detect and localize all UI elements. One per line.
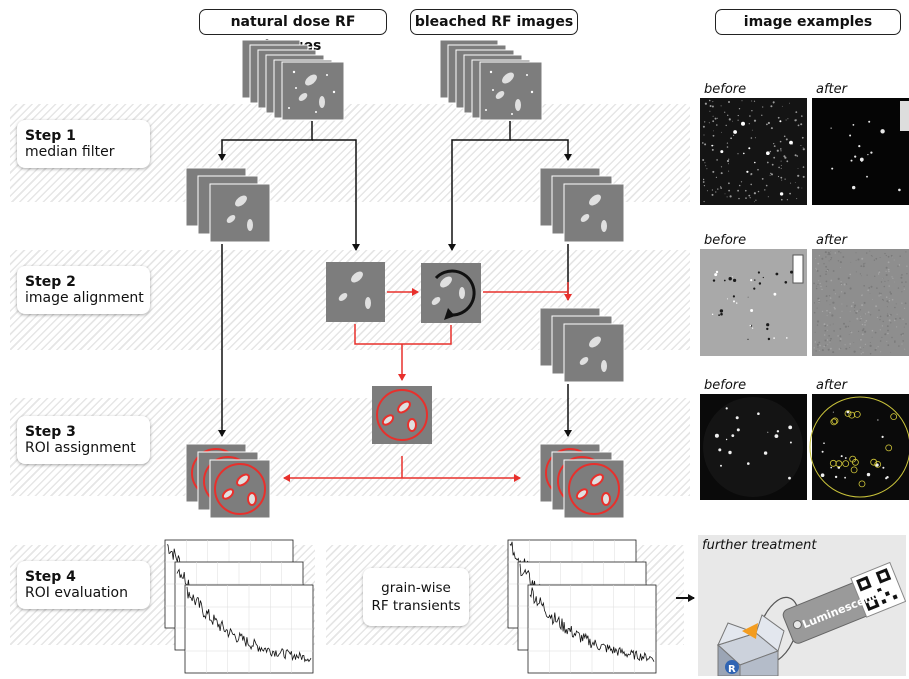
- example1-before-image: [700, 98, 807, 205]
- bleached-filtered-stack: [539, 167, 625, 243]
- step3-label: Step 3 ROI assignment: [17, 416, 150, 464]
- transient-curve: [186, 586, 312, 663]
- step4-number: Step 4: [25, 569, 76, 585]
- example1-grains: [830, 120, 901, 192]
- natural-roi-stack: [185, 443, 271, 519]
- example2-before-label: before: [704, 233, 747, 248]
- natural-transient-plots: [164, 539, 314, 674]
- step1-label: Step 1 median filter: [17, 120, 150, 168]
- step3-name: ROI assignment: [25, 440, 136, 456]
- further-treatment-title: further treatment: [702, 538, 817, 553]
- step2-label: Step 2 image alignment: [17, 266, 150, 314]
- step4-label: Step 4 ROI evaluation: [17, 561, 150, 609]
- step1-name: median filter: [25, 144, 115, 160]
- example1-after-image: [812, 98, 909, 205]
- step1-number: Step 1: [25, 128, 76, 144]
- example3-grains-before: [714, 407, 793, 480]
- example1-after-label: after: [816, 82, 847, 97]
- step2-number: Step 2: [25, 274, 76, 290]
- step2-name: image alignment: [25, 290, 144, 306]
- example1-noise: [702, 99, 805, 203]
- header-bleached: bleached RF images: [410, 9, 578, 35]
- example2-after-image: [812, 249, 909, 356]
- bleached-raw-stack: [439, 39, 543, 121]
- r-logo-text: R: [728, 664, 736, 675]
- example3-after-label: after: [816, 378, 847, 393]
- example2-after-texture: [813, 250, 908, 355]
- example3-before-label: before: [704, 378, 747, 393]
- example3-grains-after: [820, 410, 898, 488]
- roi-template-image: [372, 386, 432, 444]
- grain-wise-label: grain-wise RF transients: [363, 568, 469, 626]
- grain-wise-line2: RF transients: [371, 598, 461, 614]
- reference-image: [326, 262, 385, 322]
- example2-grains: [711, 270, 793, 341]
- example1-before-label: before: [704, 82, 747, 97]
- further-treatment-panel: further treatment Luminescence: [698, 535, 906, 676]
- further-treatment-graphic: Luminescence R: [717, 561, 906, 676]
- step3-number: Step 3: [25, 424, 76, 440]
- header-image-examples: image examples: [715, 9, 901, 35]
- natural-raw-stack: [241, 39, 345, 121]
- step4-name: ROI evaluation: [25, 585, 128, 601]
- example3-after-image: [812, 394, 909, 500]
- bleached-transient-plots: [507, 539, 657, 674]
- bleached-roi-stack: [539, 443, 625, 519]
- example2-before-image: [700, 249, 807, 356]
- example2-after-label: after: [816, 233, 847, 248]
- rotation-image: [421, 263, 481, 323]
- natural-filtered-stack: [185, 167, 271, 243]
- bleached-aligned-stack: [539, 307, 625, 383]
- transient-curve: [529, 587, 655, 662]
- grain-wise-line1: grain-wise: [381, 580, 451, 596]
